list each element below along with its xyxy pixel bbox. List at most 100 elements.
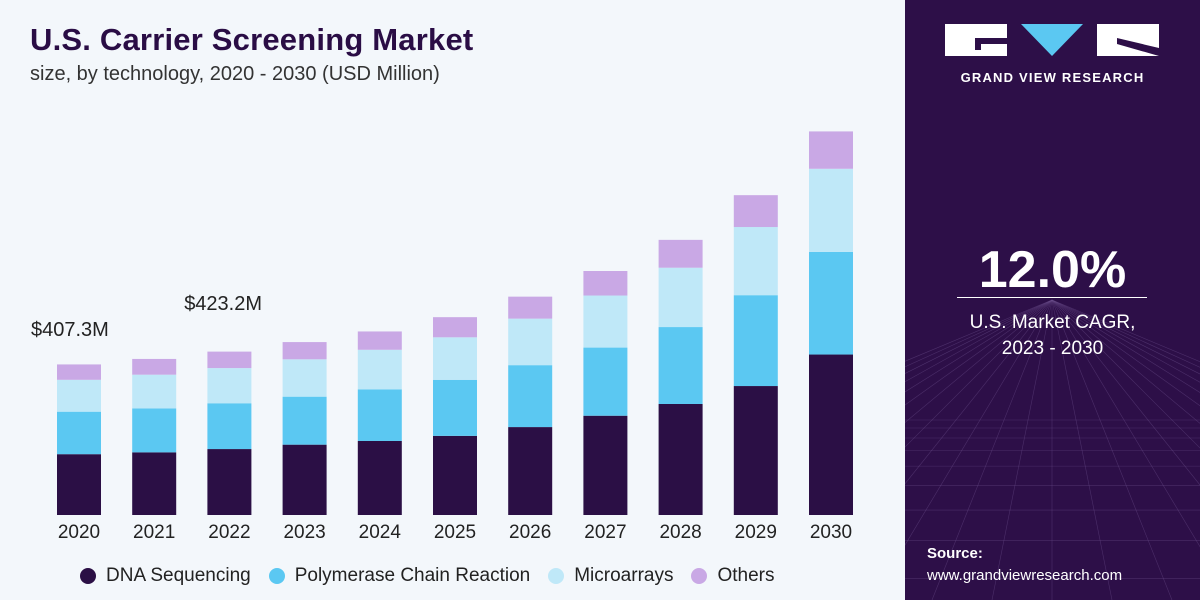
x-tick-label-2029: 2029: [735, 522, 777, 543]
chart-subtitle: size, by technology, 2020 - 2030 (USD Mi…: [30, 63, 440, 85]
grid-line: [1051, 299, 1200, 368]
bar-stack-2030: [809, 131, 853, 515]
bar-2030-polymerase-chain-reaction: [809, 251, 853, 355]
bar-2022-polymerase-chain-reaction: [207, 403, 252, 450]
grid-line: [1051, 299, 1200, 362]
bar-2025-microarrays: [433, 337, 477, 380]
bar-stack-2028: [658, 239, 703, 515]
cagr-label: U.S. Market CAGR, 2023 - 2030: [905, 310, 1200, 362]
cagr-value: 12.0%: [978, 241, 1127, 299]
chart-panel: U.S. Carrier Screening Market size, by t…: [0, 0, 905, 600]
bar-2025-others: [433, 317, 477, 338]
bar-2024-others: [357, 331, 402, 350]
grid-line: [905, 299, 1053, 406]
grid-line: [905, 299, 1053, 546]
bar-stack-2020: [57, 364, 101, 515]
bar-2021-others: [132, 358, 177, 375]
grid-line: [1051, 299, 1200, 548]
bar-2020-dna-sequencing: [57, 454, 101, 515]
bar-stack-2023: [282, 342, 327, 515]
data-label-2021: $423.2M: [184, 293, 262, 315]
bar-2022-others: [207, 351, 252, 369]
grid-line: [1051, 299, 1200, 407]
grid-line: [905, 299, 1053, 393]
bar-2026-microarrays: [508, 318, 553, 366]
legend-swatch: [548, 568, 565, 584]
x-tick-label-2021: 2021: [133, 522, 175, 543]
source-url[interactable]: www.grandviewresearch.com: [927, 567, 1123, 584]
bar-2026-others: [508, 296, 553, 319]
grid-line: [1051, 299, 1200, 375]
bar-stack-2027: [583, 271, 628, 515]
x-tick-label-2023: 2023: [283, 522, 325, 543]
grid-line: [905, 299, 1053, 362]
cagr-label-line2: 2023 - 2030: [1001, 338, 1104, 359]
grid-line: [905, 299, 1053, 485]
grid-line: [1051, 299, 1113, 600]
bar-2022-microarrays: [207, 368, 252, 404]
grid-line: [1051, 299, 1200, 393]
bar-2024-dna-sequencing: [357, 440, 402, 515]
bar-stack-2021: [132, 358, 177, 515]
bar-2029-polymerase-chain-reaction: [733, 295, 778, 387]
x-tick-label-2020: 2020: [58, 522, 100, 543]
bar-2025-polymerase-chain-reaction: [433, 379, 477, 436]
data-label-2020: $407.3M: [31, 319, 109, 341]
bar-2022-dna-sequencing: [207, 449, 252, 515]
legend-label: Others: [717, 565, 775, 586]
grid-line: [905, 299, 1053, 383]
bar-2027-dna-sequencing: [583, 415, 628, 515]
x-tick-label-2025: 2025: [434, 522, 476, 543]
legend-label: Microarrays: [574, 565, 674, 586]
chart-title: U.S. Carrier Screening Market: [30, 22, 474, 57]
stacked-bar-chart: 2020 2021 2022 2023 2024 2025 2026 2027 2028 2029…: [31, 131, 853, 543]
grid-line: [905, 299, 1053, 448]
source-label: Source:: [927, 545, 983, 562]
bar-2029-others: [733, 195, 778, 228]
bar-stack-2025: [433, 317, 477, 515]
grid-line: [905, 299, 1053, 368]
bar-2023-polymerase-chain-reaction: [282, 396, 327, 445]
x-tick-label-2028: 2028: [659, 522, 701, 543]
bar-2029-microarrays: [733, 227, 778, 296]
x-tick-label-2024: 2024: [359, 522, 402, 543]
x-tick-label-2030: 2030: [810, 522, 852, 543]
bar-2030-microarrays: [809, 168, 853, 252]
grid-line: [991, 299, 1053, 600]
bar-2027-others: [583, 271, 628, 296]
grid-line: [905, 299, 1053, 423]
grid-line: [1051, 299, 1173, 600]
cagr-divider: [957, 297, 1147, 298]
bar-2024-polymerase-chain-reaction: [357, 389, 402, 441]
bar-2025-dna-sequencing: [433, 435, 477, 515]
x-tick-label-2022: 2022: [208, 522, 250, 543]
bar-2028-polymerase-chain-reaction: [658, 327, 703, 404]
bar-stack-2022: [207, 351, 252, 515]
legend-swatch: [268, 568, 285, 584]
bar-2030-others: [809, 131, 853, 169]
bar-2028-others: [658, 239, 703, 268]
grid-line: [1051, 299, 1200, 449]
legend-item-others: Others: [691, 565, 775, 587]
legend-label: Polymerase Chain Reaction: [294, 565, 531, 586]
bar-2030-dna-sequencing: [809, 354, 853, 515]
legend-item-polymerase-chain-reaction: Polymerase Chain Reaction: [268, 565, 531, 587]
bar-stack-2029: [733, 195, 778, 515]
bar-2029-dna-sequencing: [733, 386, 778, 515]
bar-2026-polymerase-chain-reaction: [508, 365, 553, 428]
legend-item-microarrays: Microarrays: [548, 565, 673, 587]
bar-2027-polymerase-chain-reaction: [583, 347, 628, 416]
grid-line: [1051, 299, 1200, 424]
bar-stack-2026: [508, 296, 553, 515]
bar-2028-microarrays: [658, 267, 703, 328]
legend-swatch: [691, 568, 708, 584]
x-tick-label-2026: 2026: [509, 522, 551, 543]
bar-2021-polymerase-chain-reaction: [132, 408, 177, 453]
bar-stack-2024: [357, 331, 402, 515]
bar-2020-others: [57, 364, 101, 380]
cagr-label-line1: U.S. Market CAGR,: [969, 312, 1136, 333]
bar-2021-dna-sequencing: [132, 452, 177, 515]
gvr-logo-icon: [945, 24, 1159, 56]
bar-2023-microarrays: [282, 359, 327, 397]
